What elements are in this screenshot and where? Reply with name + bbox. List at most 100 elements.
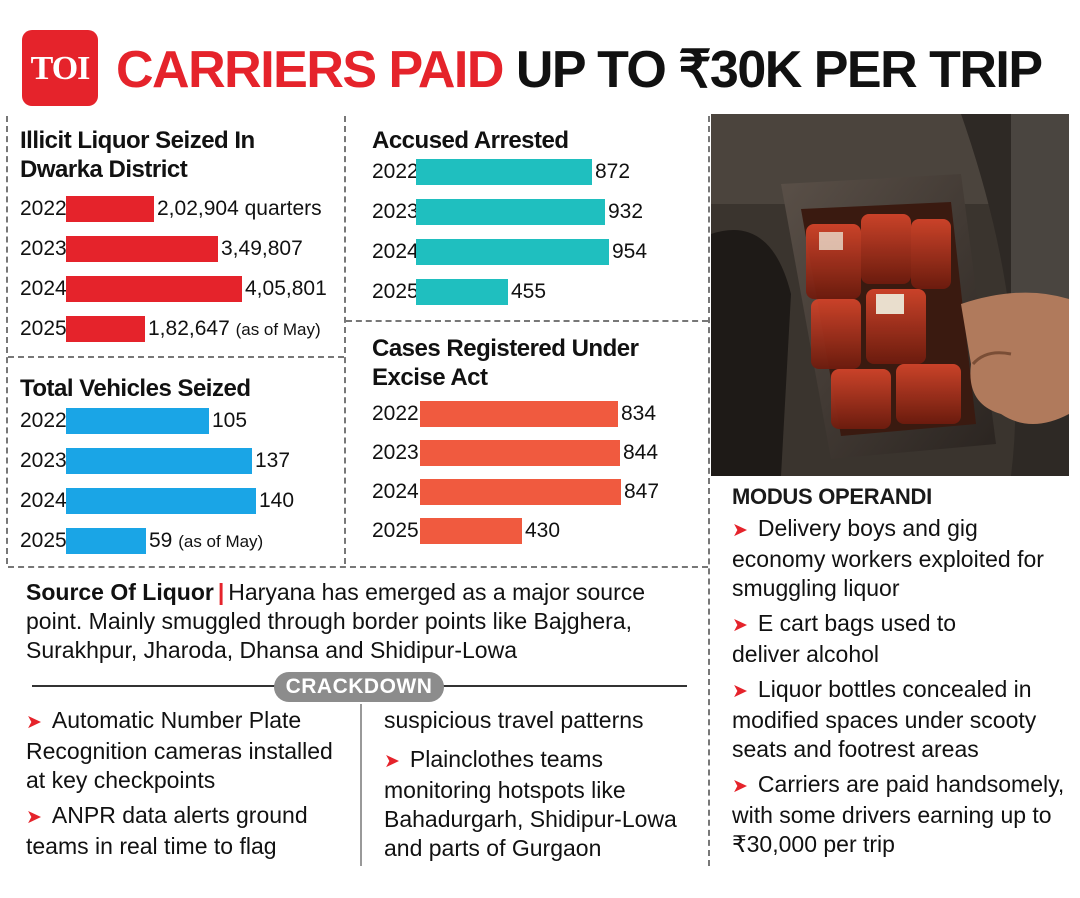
arrow-icon: ➤	[732, 615, 748, 636]
chart-title-vehicles: Total Vehicles Seized	[20, 374, 251, 403]
bullet-text: ₹30,000 per trip	[732, 831, 895, 857]
modus-operandi-title: MODUS OPERANDI	[732, 484, 932, 509]
value-number: 430	[525, 519, 561, 542]
value-label: 834	[621, 402, 656, 426]
bullet-line: ➤ Plainclothes teams	[384, 745, 704, 776]
source-line-1: Haryana has emerged as a major source	[228, 579, 646, 605]
bullet-line: ➤ Delivery boys and gig	[732, 514, 1072, 545]
bar-vehicles-2022	[66, 408, 209, 434]
value-label: 932	[608, 200, 643, 224]
year-label: 2024	[20, 489, 67, 512]
arrow-icon: ➤	[732, 776, 748, 797]
bullet-text: Recognition cameras installed	[26, 738, 333, 764]
value-number: 834	[621, 402, 657, 425]
chart-title-liquor: Illicit Liquor Seized In Dwarka District	[20, 126, 255, 184]
value-number: 1,82,647	[148, 317, 230, 340]
bullet-text: deliver alcohol	[732, 641, 880, 667]
bullet-line: at key checkpoints	[26, 766, 356, 795]
bar-arrested-2024	[416, 239, 609, 265]
logo-text: TOI	[30, 50, 91, 87]
bullet-text: monitoring hotspots like	[384, 777, 626, 803]
value-note: quarters	[244, 197, 322, 220]
headline-black: UP TO ₹30K PER TRIP	[515, 41, 1043, 99]
value-number: 105	[212, 409, 248, 432]
bar-vehicles-2023	[66, 448, 252, 474]
year-label: 2023	[20, 449, 67, 472]
value-number: 954	[612, 240, 648, 263]
arrow-icon: ➤	[384, 751, 400, 772]
bullet-text: Automatic Number Plate	[51, 707, 302, 733]
headline-red: CARRIERS PAID	[116, 41, 504, 99]
value-number: 140	[259, 489, 295, 512]
source-line-2: point. Mainly smuggled through border po…	[26, 608, 633, 634]
year-label: 2022	[20, 197, 67, 220]
bullet-text: with some drivers earning up to	[732, 802, 1052, 828]
chart-title-line: Excise Act	[372, 364, 488, 391]
value-number: 4,05,801	[245, 277, 327, 300]
bullet-line: modified spaces under scooty	[732, 706, 1072, 735]
bullet-item: ➤ ANPR data alerts ground teams in real ti…	[26, 801, 356, 861]
bullet-item: ➤ Liquor bottles concealed in modified spa…	[732, 675, 1072, 764]
bullet-text: at key checkpoints	[26, 767, 216, 793]
bar-arrested-2022	[416, 159, 592, 185]
value-number: 59	[149, 529, 173, 552]
chart-title-line: Illicit Liquor Seized In	[20, 127, 255, 154]
year-label: 2025	[372, 280, 419, 303]
left-chart-divider	[8, 356, 344, 358]
bullet-item: ➤ Automatic Number Plate Recognition camer…	[26, 706, 356, 795]
year-label: 2022	[372, 160, 419, 183]
arrow-icon: ➤	[732, 681, 748, 702]
chart-divider-vertical	[344, 116, 346, 564]
year-label: 2025	[372, 519, 419, 542]
bar-arrested-2023	[416, 199, 605, 225]
bullet-line: seats and footrest areas	[732, 735, 1072, 764]
bar-cases-2022	[420, 401, 618, 427]
right-chart-divider	[346, 320, 708, 322]
value-number: 932	[608, 200, 644, 223]
bar-cases-2024	[420, 479, 621, 505]
value-number: 844	[623, 441, 659, 464]
year-label: 2025	[20, 529, 67, 552]
source-line-3: Surakhpur, Jharoda, Dhansa and Shidipur-…	[26, 637, 517, 663]
bullet-line: Bahadurgarh, Shidipur-Lowa	[384, 805, 704, 834]
value-label: 872	[595, 160, 630, 184]
bullet-line: teams in real time to flag	[26, 832, 356, 861]
bullet-text: economy workers exploited for	[732, 546, 1044, 572]
value-label: 954	[612, 240, 647, 264]
arrow-icon: ➤	[26, 712, 42, 733]
bullet-text: Bahadurgarh, Shidipur-Lowa	[384, 806, 677, 832]
value-label: 59 (as of May)	[149, 529, 263, 553]
value-note: (as of May)	[178, 532, 264, 551]
bullet-text: smuggling liquor	[732, 575, 900, 601]
charts-bottom-divider	[8, 566, 708, 568]
toi-logo: TOI	[22, 30, 98, 106]
value-label: 105	[212, 409, 247, 433]
bullet-line: deliver alcohol	[732, 640, 1072, 669]
year-label: 2023	[372, 441, 419, 464]
chart-title-line: Accused Arrested	[372, 127, 569, 154]
bullet-text: seats and footrest areas	[732, 736, 979, 762]
year-label: 2024	[372, 480, 419, 503]
value-note: (as of May)	[235, 320, 321, 339]
chart-title-line: Cases Registered Under	[372, 335, 639, 362]
year-label: 2022	[372, 402, 419, 425]
bullet-text: and parts of Gurgaon	[384, 835, 602, 861]
bullet-line: smuggling liquor	[732, 574, 1072, 603]
source-of-liquor: Source Of Liquor | Haryana has emerged as …	[26, 578, 706, 665]
chart-title-cases: Cases Registered Under Excise Act	[372, 334, 639, 392]
source-label: Source Of Liquor	[26, 579, 214, 605]
bullet-text: teams in real time to flag	[26, 833, 277, 859]
value-number: 847	[624, 480, 660, 503]
bullet-text: E cart bags used to	[757, 610, 957, 636]
bullet-item: ➤ Delivery boys and gig economy workers ex…	[732, 514, 1072, 603]
bullet-item: ➤ Plainclothes teams monitoring hotspots l…	[384, 745, 704, 863]
crackdown-continuation: suspicious travel patterns	[384, 707, 644, 733]
value-label: 847	[624, 480, 659, 504]
bullet-line: ➤ E cart bags used to	[732, 609, 1072, 640]
bar-liquor-2022	[66, 196, 154, 222]
value-number: 3,49,807	[221, 237, 303, 260]
year-label: 2024	[20, 277, 67, 300]
value-number: 137	[255, 449, 291, 472]
liquor-bottles-image	[711, 114, 1069, 476]
year-label: 2025	[20, 317, 67, 340]
